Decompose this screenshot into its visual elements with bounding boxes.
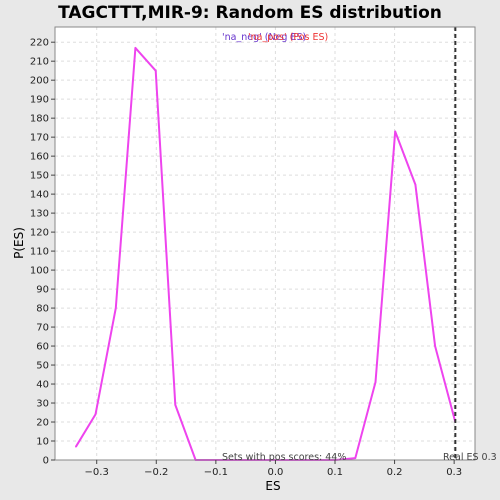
x-axis-label: ES [265,479,280,493]
y-tick-label: 100 [30,266,49,277]
pos-scores-annotation: Sets with pos scores: 44% [222,452,346,463]
data-point [75,445,77,448]
y-tick-label: 60 [36,342,49,353]
data-point [94,413,97,416]
chart-title: TAGCTTT,MIR-9: Random ES distribution [58,3,442,23]
y-tick-label: 50 [36,361,49,372]
y-tick-label: 120 [30,228,49,239]
data-point [174,404,177,406]
y-tick-label: 70 [36,323,49,334]
x-tick-label: 0.3 [446,467,462,478]
y-tick-label: 150 [30,171,49,182]
y-tick-label: 210 [30,57,49,68]
data-point [434,345,436,347]
y-tick-label: 140 [30,190,49,201]
y-tick-label: 170 [30,133,49,144]
y-tick-label: 0 [43,456,49,467]
y-tick-label: 10 [36,437,49,448]
data-point [134,47,137,49]
y-tick-label: 200 [30,76,49,87]
legend-pos-label: 'na_pos' (Pos ES) [248,32,328,43]
x-axis: −0.3 −0.2 −0.1 0.0 0.1 0.2 0.3 [85,460,462,478]
legend-neg-label: 'na_neg' (Neg ES) [222,32,306,43]
y-tick-label: 220 [30,38,49,49]
real-es-label: Real ES 0.3 [443,452,497,463]
x-tick-label: −0.2 [144,467,168,478]
data-point [354,457,357,459]
data-point [374,381,377,383]
y-tick-label: 90 [36,285,49,296]
y-tick-label: 190 [30,95,49,106]
plot-background [55,27,475,460]
y-axis: 0 10 20 30 40 50 60 70 80 90 100 110 120 130 140 150 160… [30,38,55,467]
y-tick-label: 130 [30,209,49,220]
x-tick-label: −0.1 [204,467,228,478]
data-point [154,69,157,72]
data-point [114,307,117,309]
y-tick-label: 40 [36,380,49,391]
x-tick-label: −0.3 [85,467,109,478]
data-point [414,183,417,186]
plot-border [54,26,476,461]
y-tick-label: 30 [36,399,49,410]
y-axis-label: P(ES) [12,227,26,259]
data-point [394,130,396,133]
y-tick-label: 110 [30,247,49,258]
y-tick-label: 80 [36,304,49,315]
y-tick-label: 160 [30,152,49,163]
x-tick-label: 0.2 [387,467,403,478]
x-tick-label: 0.0 [267,467,283,478]
y-tick-label: 180 [30,114,49,125]
x-tick-label: 0.1 [327,467,343,478]
y-tick-label: 20 [36,418,49,429]
